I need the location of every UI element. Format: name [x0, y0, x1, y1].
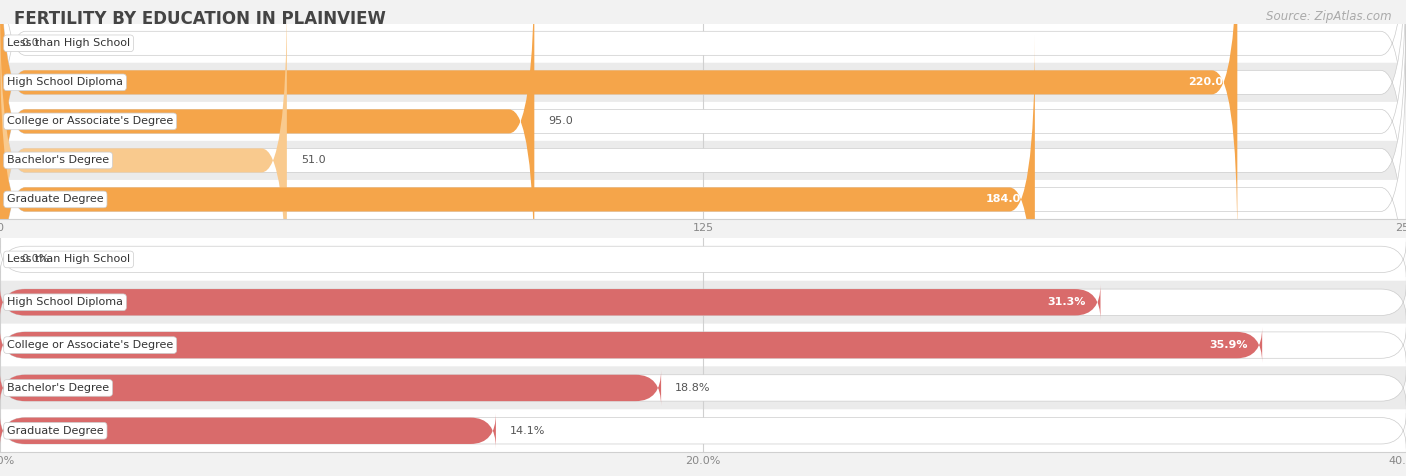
- Text: 18.8%: 18.8%: [675, 383, 710, 393]
- Text: Source: ZipAtlas.com: Source: ZipAtlas.com: [1267, 10, 1392, 22]
- FancyBboxPatch shape: [0, 370, 661, 406]
- Text: FERTILITY BY EDUCATION IN PLAINVIEW: FERTILITY BY EDUCATION IN PLAINVIEW: [14, 10, 385, 28]
- FancyBboxPatch shape: [0, 327, 1406, 363]
- Text: High School Diploma: High School Diploma: [7, 77, 124, 88]
- FancyBboxPatch shape: [0, 63, 1406, 102]
- FancyBboxPatch shape: [0, 327, 1263, 363]
- FancyBboxPatch shape: [0, 367, 1406, 409]
- Text: Graduate Degree: Graduate Degree: [7, 194, 104, 205]
- Text: 0.0%: 0.0%: [21, 254, 49, 265]
- FancyBboxPatch shape: [0, 242, 1406, 277]
- Text: Bachelor's Degree: Bachelor's Degree: [7, 155, 110, 166]
- Text: 220.0: 220.0: [1188, 77, 1223, 88]
- FancyBboxPatch shape: [0, 370, 1406, 406]
- FancyBboxPatch shape: [0, 285, 1406, 320]
- Text: 184.0: 184.0: [986, 194, 1021, 205]
- FancyBboxPatch shape: [0, 0, 1406, 246]
- FancyBboxPatch shape: [0, 24, 1406, 63]
- FancyBboxPatch shape: [0, 0, 534, 285]
- Text: College or Associate's Degree: College or Associate's Degree: [7, 116, 173, 127]
- Text: Less than High School: Less than High School: [7, 254, 131, 265]
- FancyBboxPatch shape: [0, 0, 287, 324]
- FancyBboxPatch shape: [0, 409, 1406, 452]
- Text: Less than High School: Less than High School: [7, 38, 131, 49]
- FancyBboxPatch shape: [0, 36, 1035, 363]
- Text: 95.0: 95.0: [548, 116, 574, 127]
- FancyBboxPatch shape: [0, 0, 1406, 285]
- FancyBboxPatch shape: [0, 281, 1406, 324]
- Text: Bachelor's Degree: Bachelor's Degree: [7, 383, 110, 393]
- Text: High School Diploma: High School Diploma: [7, 297, 124, 307]
- Text: 14.1%: 14.1%: [509, 426, 546, 436]
- FancyBboxPatch shape: [0, 413, 496, 448]
- FancyBboxPatch shape: [0, 141, 1406, 180]
- FancyBboxPatch shape: [0, 102, 1406, 141]
- Text: College or Associate's Degree: College or Associate's Degree: [7, 340, 173, 350]
- FancyBboxPatch shape: [0, 238, 1406, 281]
- FancyBboxPatch shape: [0, 0, 1237, 246]
- FancyBboxPatch shape: [0, 0, 1406, 207]
- Text: 0.0: 0.0: [21, 38, 39, 49]
- Text: 31.3%: 31.3%: [1047, 297, 1087, 307]
- Text: Graduate Degree: Graduate Degree: [7, 426, 104, 436]
- FancyBboxPatch shape: [0, 413, 1406, 448]
- FancyBboxPatch shape: [0, 180, 1406, 219]
- Text: 51.0: 51.0: [301, 155, 326, 166]
- FancyBboxPatch shape: [0, 0, 1406, 324]
- FancyBboxPatch shape: [0, 324, 1406, 367]
- Text: 35.9%: 35.9%: [1209, 340, 1249, 350]
- FancyBboxPatch shape: [0, 285, 1101, 320]
- FancyBboxPatch shape: [0, 36, 1406, 363]
